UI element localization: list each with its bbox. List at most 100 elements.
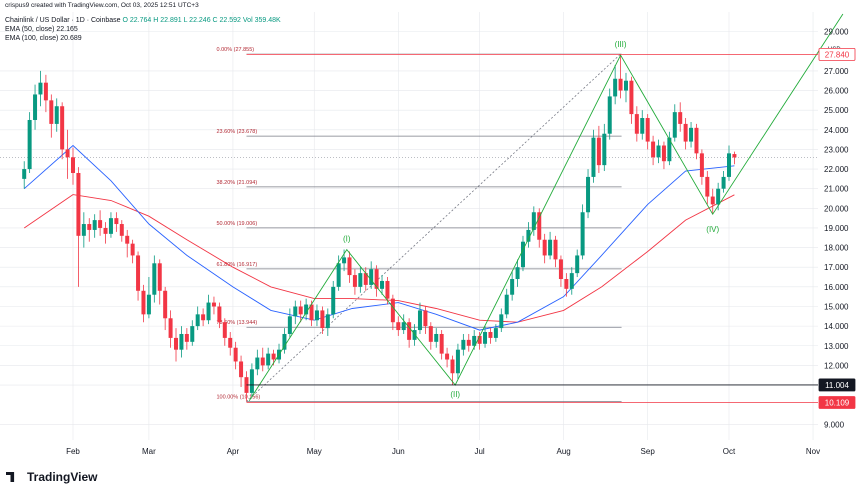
candle-body [168,318,173,338]
candle-body [201,314,206,321]
candle-body [157,263,162,291]
y-tick-label: 12.000 [824,361,849,370]
symbol-title: Chainlink / US Dollar · 1D · Coinbase [5,17,121,24]
candle-body [43,82,48,101]
candle-body [602,133,607,166]
candle-body [152,263,157,295]
candle-body [417,310,422,331]
candle-body [130,243,135,256]
candle-body [407,322,412,340]
candle-body [396,322,401,331]
candle-body [520,241,525,268]
candle-body [255,357,260,370]
ohlc-values: O 22.764 H 22.891 L 22.246 C 22.592 Vol … [122,17,281,24]
candle-body [119,224,124,236]
wave-label: (II) [450,390,460,399]
y-tick-label: 18.000 [824,244,849,253]
candle-body [33,94,38,120]
candle-body [76,172,81,236]
candle-body [358,273,363,287]
candle-body [363,273,368,285]
candle-body [710,196,715,205]
candle-body [629,80,634,115]
time-axis[interactable]: Feb Mar Apr May Jun Jul Aug Sep Oct Nov [66,447,820,456]
candle-body [461,339,466,350]
candle-body [71,157,75,173]
price-tag-box [818,48,856,61]
fib-trend-line[interactable] [246,53,621,402]
candle-body [211,302,216,307]
candle-body [596,137,601,166]
candle-body [369,269,374,285]
candle-body [249,369,254,393]
candle-body [228,337,233,348]
candle-body [331,286,336,315]
candle-body [103,227,108,234]
candle-body [667,137,672,162]
candle-body [336,263,341,287]
price-tag-label: 27.840 [825,50,850,59]
candle-body [445,353,450,360]
candle-body [732,154,737,158]
y-tick-label: 17.000 [824,263,849,272]
candle-body [380,280,385,289]
x-tick-label: Jul [474,447,484,456]
y-tick-label: 26.000 [824,87,849,96]
candle-body [38,82,43,95]
y-tick-label: 9.000 [824,420,845,429]
candle-body [60,106,65,150]
y-tick-label: 29.000 [824,28,849,37]
candle-body [374,269,379,289]
candle-body [304,304,309,315]
candle-body [174,337,179,350]
candle-body [510,279,515,295]
ema100-legend: EMA (100, close) 20.689 [5,35,82,42]
candle-body [179,333,184,350]
candle-body [450,359,455,374]
candlestick-series [22,54,737,402]
candle-body [87,224,92,230]
y-tick-label: 19.000 [824,224,849,233]
fibonacci-retracement[interactable]: 0.00% (27.855) 23.60% (23.678) 38.20% (21.… [216,47,622,402]
price-axis[interactable]: 29.000 27.000 26.000 25.000 24.000 23.000 22.0… [824,28,849,430]
elliott-wave-drawing[interactable]: (I) (II) (III) (IV) [248,13,844,401]
y-tick-label: 25.000 [824,106,849,115]
candle-body [531,212,536,230]
tradingview-logo[interactable]: TradingView [6,470,97,484]
candle-body [651,141,656,158]
candle-body [27,119,32,170]
candle-body [206,302,211,321]
candle-body [569,273,574,289]
y-tick-label: 16.000 [824,283,849,292]
candle-body [314,310,319,321]
x-tick-label: May [307,447,322,456]
candle-body [293,306,298,317]
candle-body [98,220,103,228]
price-tag-label: 11.004 [825,381,849,390]
candle-body [537,212,542,240]
ema50-line [23,144,735,331]
wave-path[interactable] [248,13,844,401]
candle-body [672,112,677,138]
candle-body [428,326,433,342]
candle-body [526,229,531,242]
candle-body [499,314,504,329]
candle-body [493,328,498,338]
candle-body [694,127,699,154]
candle-body [266,353,271,366]
candle-body [483,332,488,344]
candle-body [222,322,227,338]
candle-body [645,118,650,142]
y-tick-label: 13.000 [824,342,849,351]
creator-caption: crispus9 created with TradingView.com, O… [5,2,199,9]
x-tick-label: Aug [557,447,571,456]
candle-body [542,239,547,256]
y-tick-label: 22.000 [824,165,849,174]
candle-body [504,294,509,315]
tradingview-logo-icon [6,472,15,482]
candle-body [455,349,460,374]
price-tag-box [818,396,856,409]
ema-lines [23,144,735,331]
y-tick-label: 23.000 [824,145,849,154]
